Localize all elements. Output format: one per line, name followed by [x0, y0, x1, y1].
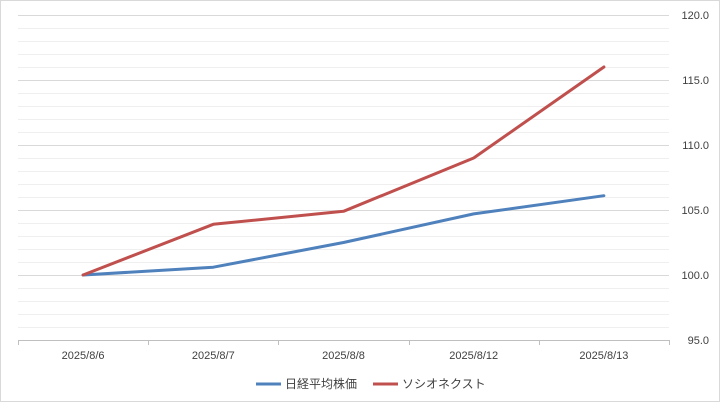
y-tick-label: 100.0 [681, 270, 709, 282]
y-axis-tick-labels: 95.0 100.0 105.0 110.0 115.0 120.0 [681, 10, 709, 347]
x-tick-label: 2025/8/12 [449, 350, 498, 362]
y-tick-label: 95.0 [688, 335, 709, 347]
x-tick-label: 2025/8/6 [62, 350, 105, 362]
series-lines [81, 65, 606, 277]
x-tick-label: 2025/8/13 [579, 350, 628, 362]
series-line-2 [81, 65, 606, 277]
y-tick-label: 120.0 [681, 10, 709, 22]
legend-label-2: ソシオネクスト [402, 377, 486, 391]
x-axis-tick-labels: 2025/8/6 2025/8/7 2025/8/8 2025/8/12 2025/8/… [62, 350, 629, 362]
series-line-1 [81, 194, 606, 277]
x-tick-label: 2025/8/7 [192, 350, 235, 362]
gridlines [18, 15, 669, 328]
x-tick-label: 2025/8/8 [322, 350, 365, 362]
legend-label-1: 日経平均株価 [285, 376, 357, 391]
y-tick-label: 110.0 [682, 140, 709, 152]
x-axis [18, 340, 670, 345]
y-tick-label: 105.0 [681, 205, 709, 217]
y-tick-label: 115.0 [682, 75, 709, 87]
legend: 日経平均株価 ソシオネクスト [256, 376, 486, 391]
